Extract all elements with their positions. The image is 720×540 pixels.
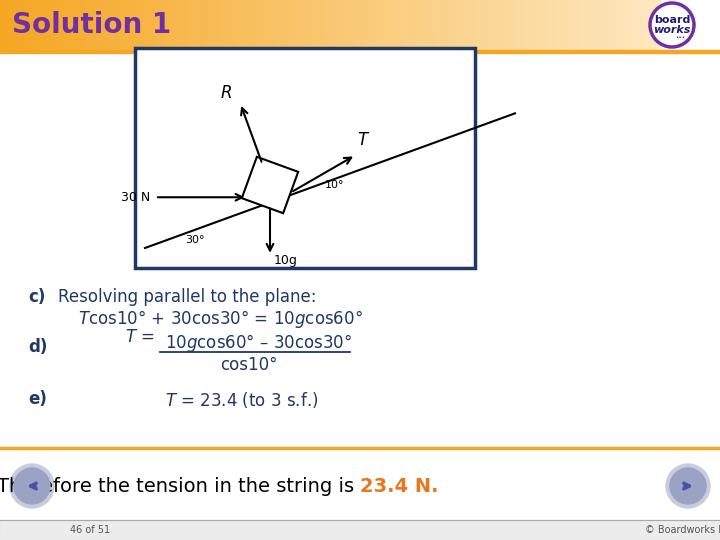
- Text: cos10°: cos10°: [220, 356, 277, 374]
- Circle shape: [14, 468, 50, 504]
- Text: c): c): [28, 288, 45, 306]
- Text: R: R: [220, 84, 232, 102]
- Polygon shape: [242, 157, 298, 213]
- Text: 10°: 10°: [325, 179, 344, 190]
- Circle shape: [650, 3, 694, 47]
- Circle shape: [666, 464, 710, 508]
- Text: 46 of 51: 46 of 51: [70, 525, 110, 535]
- Text: •••: •••: [675, 35, 685, 39]
- Text: $\mathit{T}$ = 23.4 (to 3 s.f.): $\mathit{T}$ = 23.4 (to 3 s.f.): [165, 390, 318, 410]
- Text: Therefore the tension in the string is: Therefore the tension in the string is: [0, 476, 360, 496]
- Text: 10$g$cos60° – 30cos30°: 10$g$cos60° – 30cos30°: [165, 332, 352, 354]
- Text: works: works: [653, 25, 690, 35]
- Text: $\mathit{T}$cos10° + 30cos30° = 10$g$cos60°: $\mathit{T}$cos10° + 30cos30° = 10$g$cos…: [78, 308, 363, 330]
- Text: Solution 1: Solution 1: [12, 11, 171, 39]
- Text: Resolving parallel to the plane:: Resolving parallel to the plane:: [58, 288, 317, 306]
- Text: 30 N: 30 N: [121, 191, 150, 204]
- Text: 30°: 30°: [185, 235, 204, 245]
- Text: 10g: 10g: [274, 254, 298, 267]
- Text: $\mathit{T}$ =: $\mathit{T}$ =: [125, 328, 155, 346]
- Text: e): e): [28, 390, 47, 408]
- Text: d): d): [28, 338, 48, 356]
- Text: T: T: [358, 131, 368, 149]
- Bar: [135, 48, 475, 268]
- Text: board: board: [654, 15, 690, 25]
- Text: 23.4 N.: 23.4 N.: [360, 476, 438, 496]
- Text: © Boardworks Ltd 2005: © Boardworks Ltd 2005: [645, 525, 720, 535]
- Circle shape: [670, 468, 706, 504]
- Circle shape: [10, 464, 54, 508]
